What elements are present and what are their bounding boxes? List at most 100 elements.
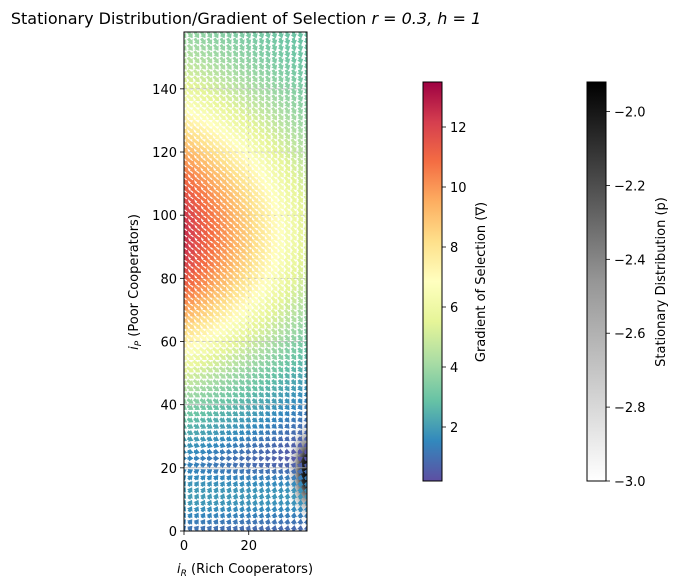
gradient-arrow — [283, 302, 291, 311]
gradient-arrow — [191, 156, 202, 166]
gradient-arrow — [271, 106, 277, 115]
gradient-arrow — [257, 257, 266, 267]
gradient-arrow — [270, 138, 278, 146]
gradient-arrow — [284, 334, 290, 342]
gradient-arrow — [205, 385, 213, 392]
gradient-arrow — [271, 69, 278, 77]
gradient-arrow — [297, 385, 303, 392]
gradient-arrow — [205, 346, 214, 354]
gradient-arrow — [218, 144, 227, 153]
gradient-arrow — [264, 347, 271, 354]
gradient-arrow — [250, 257, 259, 267]
gradient-arrow — [264, 404, 271, 411]
gradient-arrow — [270, 289, 278, 298]
gradient-arrow — [284, 505, 291, 513]
gradient-arrow — [245, 525, 251, 531]
gradient-arrow — [199, 81, 207, 89]
gradient-arrow — [212, 359, 220, 367]
gradient-arrow — [277, 100, 284, 108]
gradient-arrow — [270, 232, 278, 242]
gradient-arrow — [206, 475, 212, 481]
gradient-arrow — [277, 138, 284, 146]
gradient-arrow — [277, 410, 284, 417]
gradient-arrow — [283, 226, 291, 235]
gradient-arrow — [199, 487, 206, 494]
gradient-arrow — [199, 493, 206, 500]
gradient-arrow — [290, 353, 297, 361]
gradient-arrow — [199, 417, 207, 423]
gradient-arrow — [284, 56, 291, 64]
gradient-arrow — [206, 69, 213, 77]
gradient-arrow — [184, 238, 190, 248]
gradient-arrow — [239, 455, 246, 462]
gradient-arrow — [225, 404, 233, 410]
gradient-arrow — [237, 163, 246, 172]
gradient-arrow — [225, 423, 232, 429]
gradient-arrow — [251, 43, 258, 52]
gradient-arrow — [258, 462, 264, 469]
gradient-arrow — [219, 474, 225, 481]
gradient-arrow — [238, 119, 246, 127]
gradient-arrow — [187, 32, 193, 39]
gradient-arrow — [192, 75, 200, 83]
gradient-arrow — [283, 270, 291, 279]
gradient-arrow — [291, 456, 297, 463]
gradient-arrow — [231, 353, 239, 361]
gradient-arrow — [251, 525, 258, 531]
gradient-arrow — [264, 56, 271, 64]
gradient-arrow — [245, 379, 252, 386]
gradient-arrow — [224, 302, 234, 311]
gradient-arrow — [212, 410, 220, 417]
gradient-arrow — [290, 442, 297, 448]
gradient-arrow — [251, 69, 258, 77]
gradient-arrow — [225, 417, 232, 423]
gradient-arrow — [296, 207, 304, 216]
gradient-arrow — [257, 308, 265, 317]
gradient-arrow — [264, 525, 271, 531]
gradient-arrow — [205, 87, 213, 96]
gradient-arrow — [258, 385, 265, 392]
gradient-arrow — [184, 340, 188, 348]
gradient-arrow — [277, 359, 284, 367]
gradient-arrow — [206, 506, 213, 513]
gradient-arrow — [199, 410, 207, 417]
gradient-arrow — [224, 131, 233, 140]
gradient-arrow — [218, 113, 227, 121]
gradient-arrow — [199, 87, 207, 96]
gradient-arrow — [271, 385, 277, 392]
gradient-arrow — [250, 213, 259, 223]
gradient-arrow — [184, 257, 190, 267]
gradient-arrow — [250, 283, 259, 292]
gradient-arrow — [277, 276, 284, 286]
gradient-arrow — [193, 410, 200, 417]
gradient-arrow — [244, 150, 253, 159]
gradient-arrow — [244, 113, 252, 121]
gradient-arrow — [218, 340, 227, 348]
gradient-arrow — [224, 334, 233, 342]
gradient-arrow — [232, 379, 239, 385]
gradient-arrow — [264, 81, 271, 89]
colorbar-tick-label: 10 — [450, 181, 467, 196]
gradient-arrow — [251, 340, 259, 348]
gradient-arrow — [290, 468, 297, 475]
gradient-arrow — [204, 163, 215, 172]
gradient-arrow — [257, 347, 265, 354]
gradient-arrow — [277, 194, 284, 204]
gradient-arrow — [257, 131, 265, 140]
gradient-arrow — [218, 125, 227, 134]
gradient-arrow — [297, 379, 303, 386]
gradient-arrow — [284, 391, 290, 398]
gradient-arrow — [238, 468, 245, 475]
gradient-arrow — [191, 144, 202, 153]
y-axis-ticks: 0 20 40 60 80 100 120 140 — [152, 83, 184, 540]
gradient-arrow — [297, 176, 304, 185]
gradient-arrow — [251, 138, 259, 146]
gradient-arrow — [232, 404, 239, 410]
gradient-arrow — [271, 423, 277, 429]
gradient-arrow — [258, 417, 265, 423]
gradient-arrow — [232, 37, 239, 45]
gradient-arrow — [218, 321, 227, 329]
gradient-arrow — [290, 43, 297, 52]
gradient-arrow — [192, 366, 201, 373]
gradient-arrow — [264, 138, 271, 146]
